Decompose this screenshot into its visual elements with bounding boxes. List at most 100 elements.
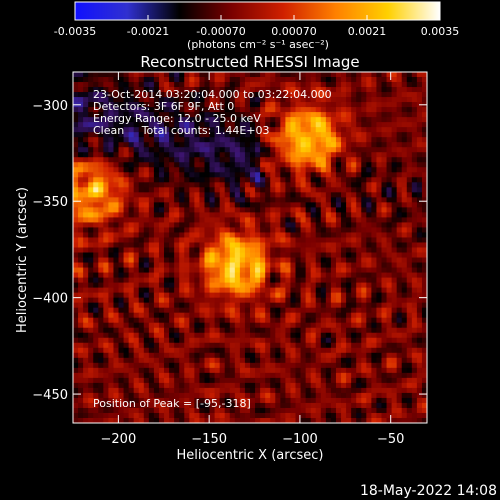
heatmap-cell xyxy=(315,382,322,389)
heatmap-cell xyxy=(138,102,145,108)
heatmap-cell xyxy=(214,207,221,213)
heatmap-cell xyxy=(219,242,226,248)
heatmap-cell xyxy=(361,377,367,384)
heatmap-cell xyxy=(169,182,175,188)
heatmap-cell xyxy=(229,137,236,143)
heatmap-cell xyxy=(88,212,94,218)
heatmap-cell xyxy=(108,372,114,379)
heatmap-cell xyxy=(255,162,261,168)
heatmap-cell xyxy=(381,77,387,83)
heatmap-cell xyxy=(204,222,210,228)
heatmap-cell xyxy=(133,177,140,183)
heatmap-cell xyxy=(118,222,124,228)
heatmap-cell xyxy=(330,242,337,248)
heatmap-cell xyxy=(138,337,145,344)
heatmap-cell xyxy=(280,147,286,153)
heatmap-cell xyxy=(250,337,256,344)
heatmap-cell xyxy=(204,172,210,178)
heatmap-cell xyxy=(234,172,241,178)
heatmap-cell xyxy=(128,407,135,414)
heatmap-cell xyxy=(250,312,256,319)
heatmap-cell xyxy=(366,282,372,289)
heatmap-cell xyxy=(255,187,261,193)
heatmap-cell xyxy=(204,342,210,349)
heatmap-cell xyxy=(184,107,190,113)
heatmap-cell xyxy=(194,192,200,198)
heatmap-cell xyxy=(376,387,382,394)
heatmap-cell xyxy=(133,137,140,143)
heatmap-cell xyxy=(416,107,423,113)
heatmap-cell xyxy=(315,177,322,183)
heatmap-cell xyxy=(209,392,215,399)
heatmap-cell xyxy=(153,387,160,394)
heatmap-cell xyxy=(250,152,256,158)
heatmap-cell xyxy=(239,172,246,178)
heatmap-cell xyxy=(290,287,296,294)
heatmap-cell xyxy=(285,72,291,78)
heatmap-cell xyxy=(310,182,317,188)
heatmap-cell xyxy=(138,377,145,384)
heatmap-cell xyxy=(411,102,418,108)
heatmap-cell xyxy=(330,237,337,243)
heatmap-cell xyxy=(73,377,79,384)
heatmap-cell xyxy=(164,272,170,278)
heatmap-cell xyxy=(366,202,372,208)
heatmap-cell xyxy=(133,412,140,419)
heatmap-cell xyxy=(406,382,413,389)
heatmap-cell xyxy=(376,187,382,193)
heatmap-cell xyxy=(229,257,236,263)
heatmap-cell xyxy=(194,417,200,423)
heatmap-cell xyxy=(265,107,271,113)
heatmap-cell xyxy=(113,367,119,374)
heatmap-cell xyxy=(366,307,372,314)
heatmap-cell xyxy=(179,347,185,354)
heatmap-cell xyxy=(204,202,210,208)
heatmap-cell xyxy=(421,167,427,173)
heatmap-cell xyxy=(113,352,119,359)
heatmap-cell xyxy=(295,82,301,88)
heatmap-cell xyxy=(204,97,210,103)
heatmap-cell xyxy=(376,347,382,354)
heatmap-cell xyxy=(361,92,367,98)
heatmap-cell xyxy=(93,72,99,78)
heatmap-cell xyxy=(128,252,135,258)
heatmap-cell xyxy=(310,157,317,163)
heatmap-cell xyxy=(270,147,276,153)
heatmap-cell xyxy=(148,417,155,423)
heatmap-cell xyxy=(346,97,352,103)
heatmap-cell xyxy=(234,417,241,423)
heatmap-cell xyxy=(169,122,175,128)
heatmap-cell xyxy=(330,272,337,278)
heatmap-cell xyxy=(416,142,423,148)
heatmap-cell xyxy=(148,192,155,198)
heatmap-cell xyxy=(93,232,99,238)
heatmap-cell xyxy=(300,402,307,409)
heatmap-cell xyxy=(138,112,145,118)
heatmap-cell xyxy=(280,117,286,123)
heatmap-cell xyxy=(78,77,84,83)
heatmap-cell xyxy=(315,337,322,344)
heatmap-cell xyxy=(138,387,145,394)
heatmap-cell xyxy=(224,362,231,369)
heatmap-cell xyxy=(224,192,231,198)
heatmap-cell xyxy=(411,192,418,198)
heatmap-cell xyxy=(250,212,256,218)
heatmap-cell xyxy=(83,337,89,344)
heatmap-cell xyxy=(396,72,403,78)
heatmap-cell xyxy=(209,77,215,83)
heatmap-cell xyxy=(93,187,99,193)
heatmap-cell xyxy=(214,332,221,339)
heatmap-cell xyxy=(255,272,261,278)
heatmap-cell xyxy=(376,87,382,93)
heatmap-cell xyxy=(148,147,155,153)
heatmap-cell xyxy=(204,167,210,173)
heatmap-cell xyxy=(341,117,347,123)
heatmap-cell xyxy=(158,232,165,238)
heatmap-cell xyxy=(285,197,291,203)
heatmap-cell xyxy=(148,142,155,148)
heatmap-cell xyxy=(315,172,322,178)
heatmap-cell xyxy=(194,347,200,354)
heatmap-cell xyxy=(330,162,337,168)
heatmap-cell xyxy=(351,407,357,414)
heatmap-cell xyxy=(371,277,377,283)
